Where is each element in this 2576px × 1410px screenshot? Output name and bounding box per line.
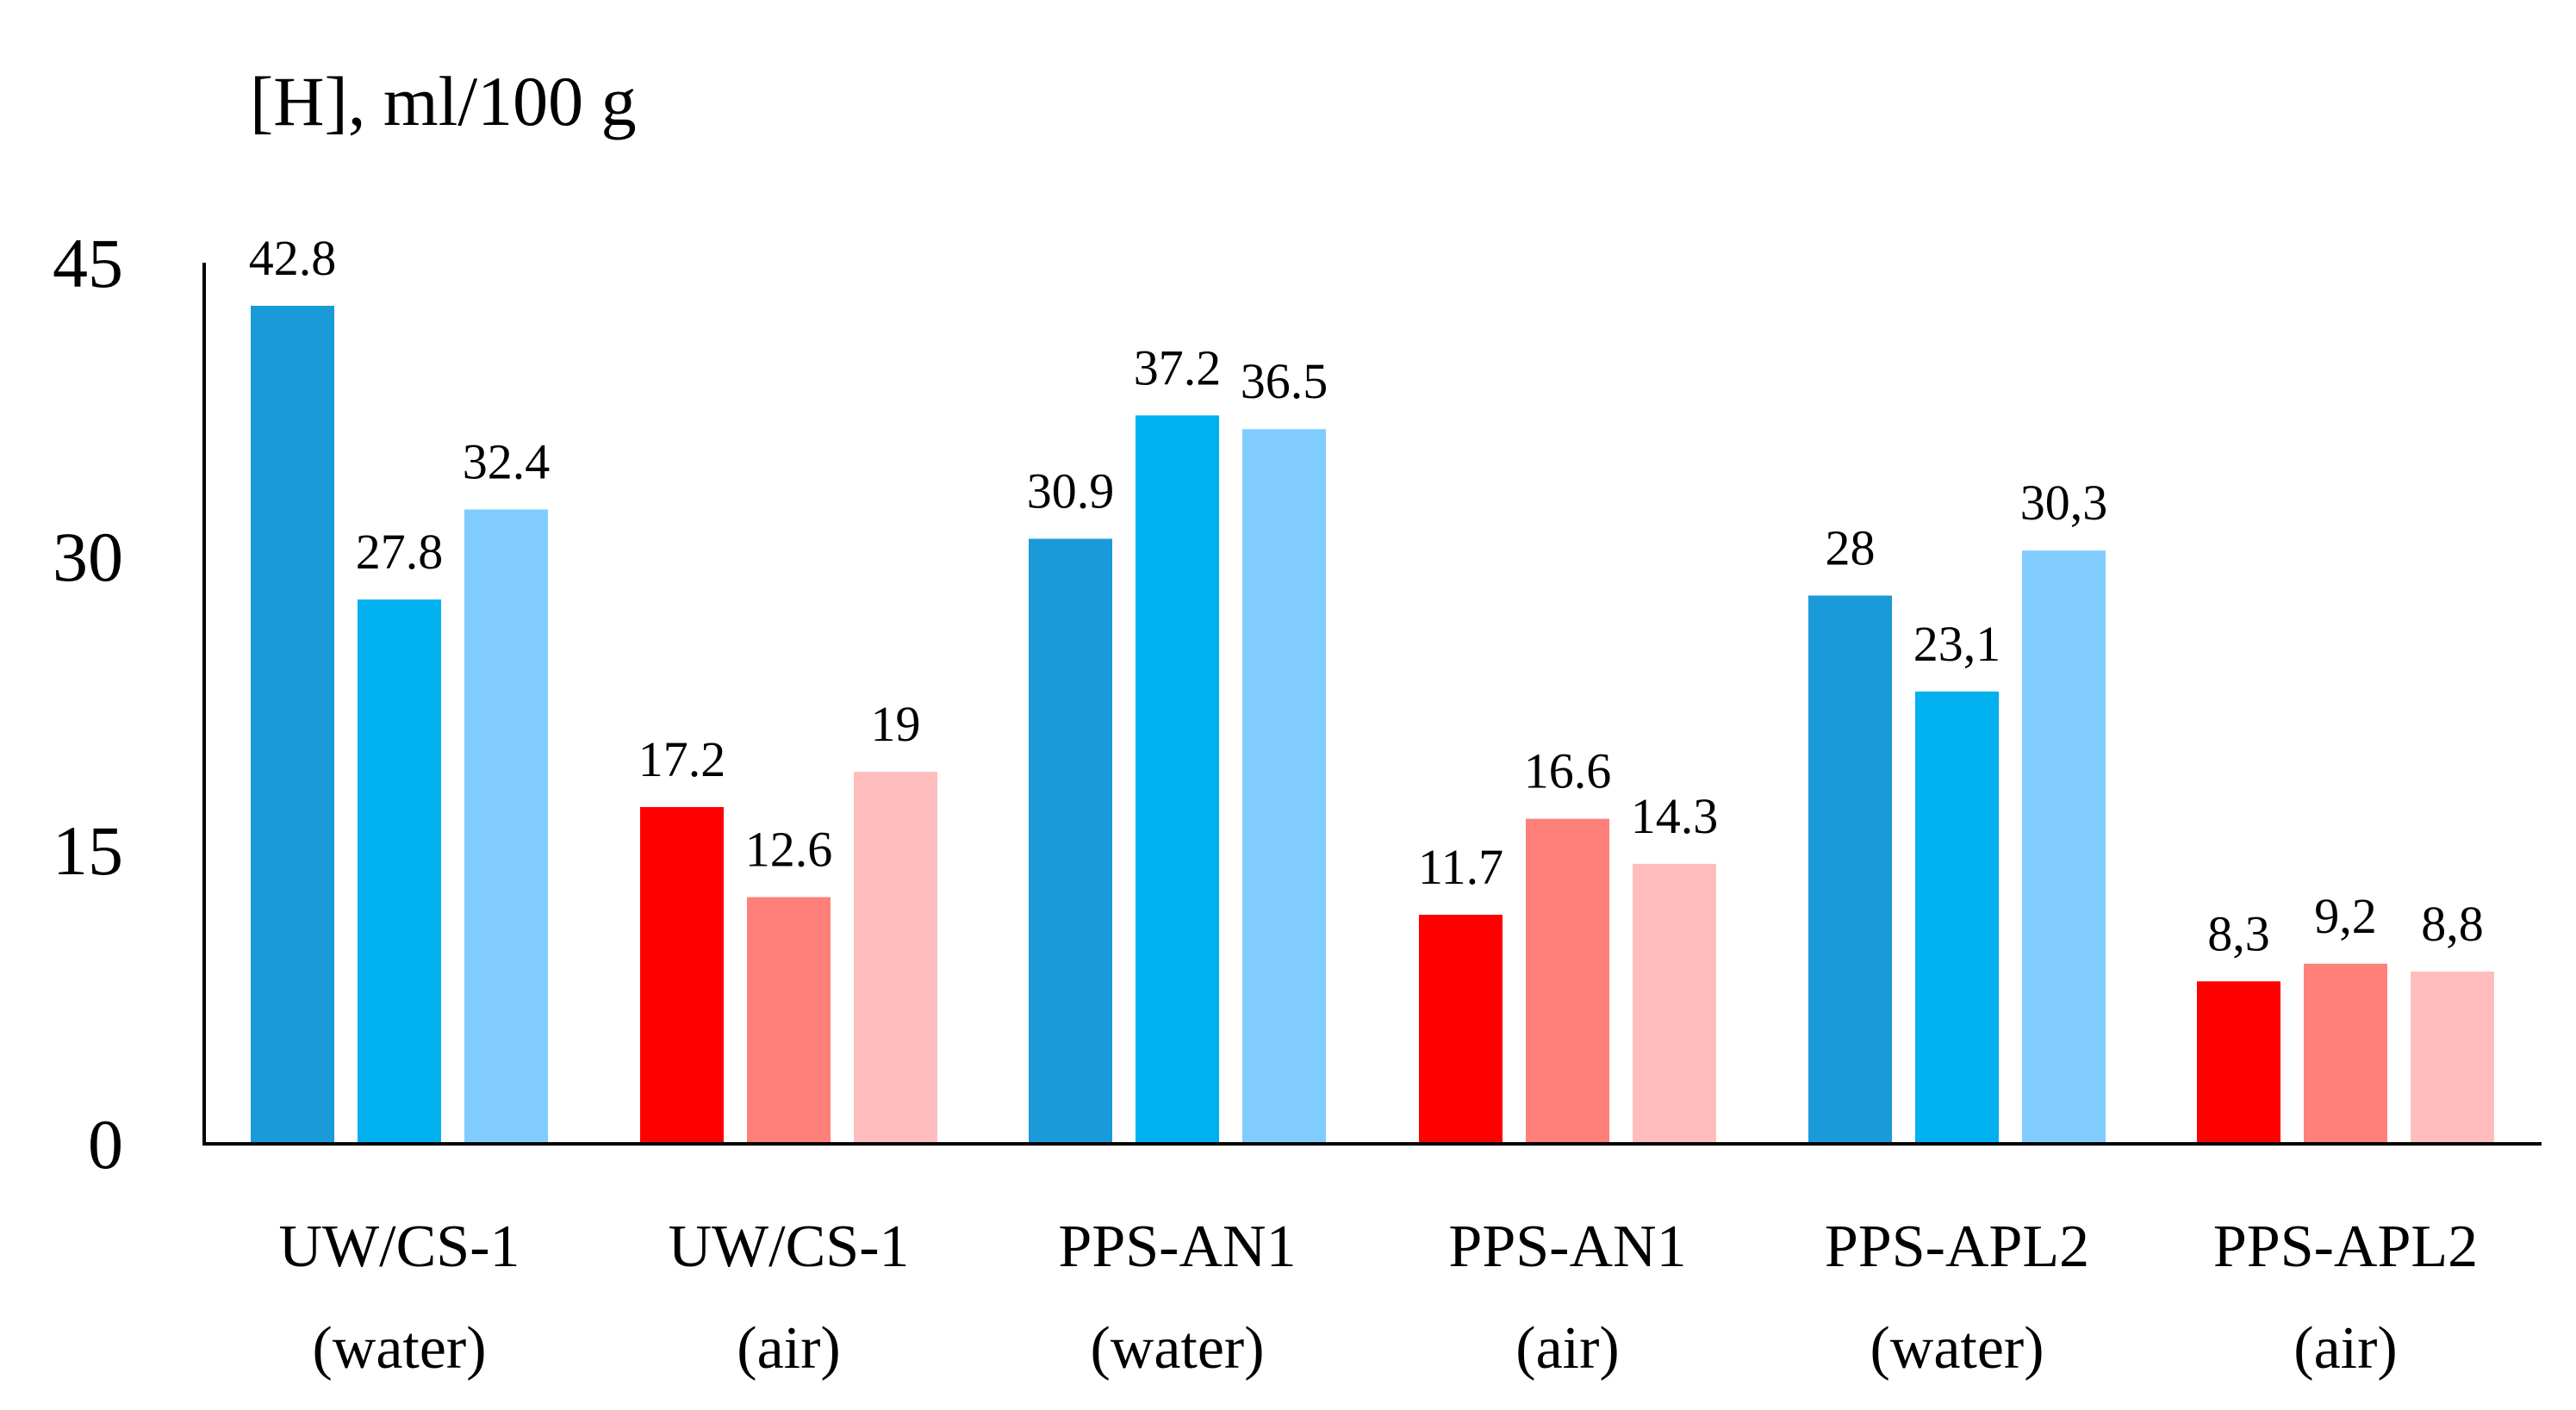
- data-label: 27.8: [356, 524, 444, 580]
- data-label: 32.4: [463, 433, 551, 489]
- y-tick-label: 15: [53, 811, 123, 890]
- data-label: 28: [1826, 519, 1876, 575]
- bars-layer: [251, 306, 2494, 1145]
- x-category-label: PPS-AN1: [1448, 1214, 1686, 1280]
- axes-layer: [202, 263, 2542, 1146]
- bar: [2304, 963, 2387, 1144]
- bar: [1242, 429, 1326, 1144]
- data-label: 30.9: [1027, 463, 1115, 519]
- data-label: 12.6: [745, 822, 833, 878]
- x-category-sublabel: (air): [1515, 1315, 1619, 1382]
- data-label: 37.2: [1134, 339, 1222, 395]
- x-category-sublabel: (water): [1870, 1315, 2044, 1382]
- data-label: 19: [871, 696, 921, 752]
- y-axis-ticks: 0 15 30 45: [53, 224, 123, 1183]
- x-category-label: UW/CS-1: [279, 1214, 520, 1280]
- bar: [464, 509, 548, 1144]
- data-label: 16.6: [1524, 743, 1612, 799]
- x-category-sublabel: (air): [2293, 1315, 2397, 1382]
- bar: [1419, 915, 1503, 1144]
- x-category-label: PPS-AN1: [1058, 1214, 1296, 1280]
- x-category-label: PPS-APL2: [1825, 1214, 2089, 1280]
- data-label: 14.3: [1631, 788, 1719, 844]
- bar: [2411, 971, 2494, 1144]
- data-label: 30,3: [2020, 475, 2108, 531]
- bar: [251, 306, 334, 1145]
- y-tick-label: 45: [53, 224, 123, 302]
- x-category-label: PPS-APL2: [2213, 1214, 2478, 1280]
- data-label: 8,3: [2207, 905, 2270, 961]
- data-label: 8,8: [2421, 896, 2484, 952]
- bar: [1915, 691, 1999, 1144]
- data-label: 36.5: [1241, 353, 1328, 409]
- y-axis-title: [H], ml/100 g: [250, 62, 637, 140]
- x-category-label: UW/CS-1: [669, 1214, 910, 1280]
- x-category-sublabel: (water): [1090, 1315, 1264, 1382]
- bar: [2022, 550, 2106, 1144]
- y-tick-label: 30: [53, 518, 123, 596]
- x-category-sublabel: (water): [312, 1315, 486, 1382]
- bar: [358, 599, 441, 1144]
- data-label: 9,2: [2314, 888, 2377, 944]
- value-labels-layer: 42.8 27.8 32.4 17.2 12.6 19 30.9 37.2 36.5 11.7 16…: [249, 230, 2484, 961]
- data-label: 23,1: [1913, 616, 2001, 672]
- bar: [1029, 538, 1112, 1144]
- bar: [854, 772, 937, 1144]
- bar: [1808, 595, 1892, 1144]
- x-axis-labels: UW/CS-1 (water) UW/CS-1 (air) PPS-AN1 (water)…: [279, 1214, 2479, 1382]
- bar: [2197, 981, 2280, 1144]
- data-label: 11.7: [1418, 839, 1503, 895]
- data-label: 17.2: [638, 731, 726, 787]
- bar: [640, 806, 724, 1144]
- bar: [1633, 863, 1716, 1144]
- bar: [1526, 818, 1609, 1144]
- bar: [747, 897, 831, 1144]
- x-category-sublabel: (air): [737, 1315, 840, 1382]
- data-label: 42.8: [249, 230, 337, 286]
- y-tick-label: 0: [88, 1105, 123, 1183]
- bar: [1136, 415, 1219, 1144]
